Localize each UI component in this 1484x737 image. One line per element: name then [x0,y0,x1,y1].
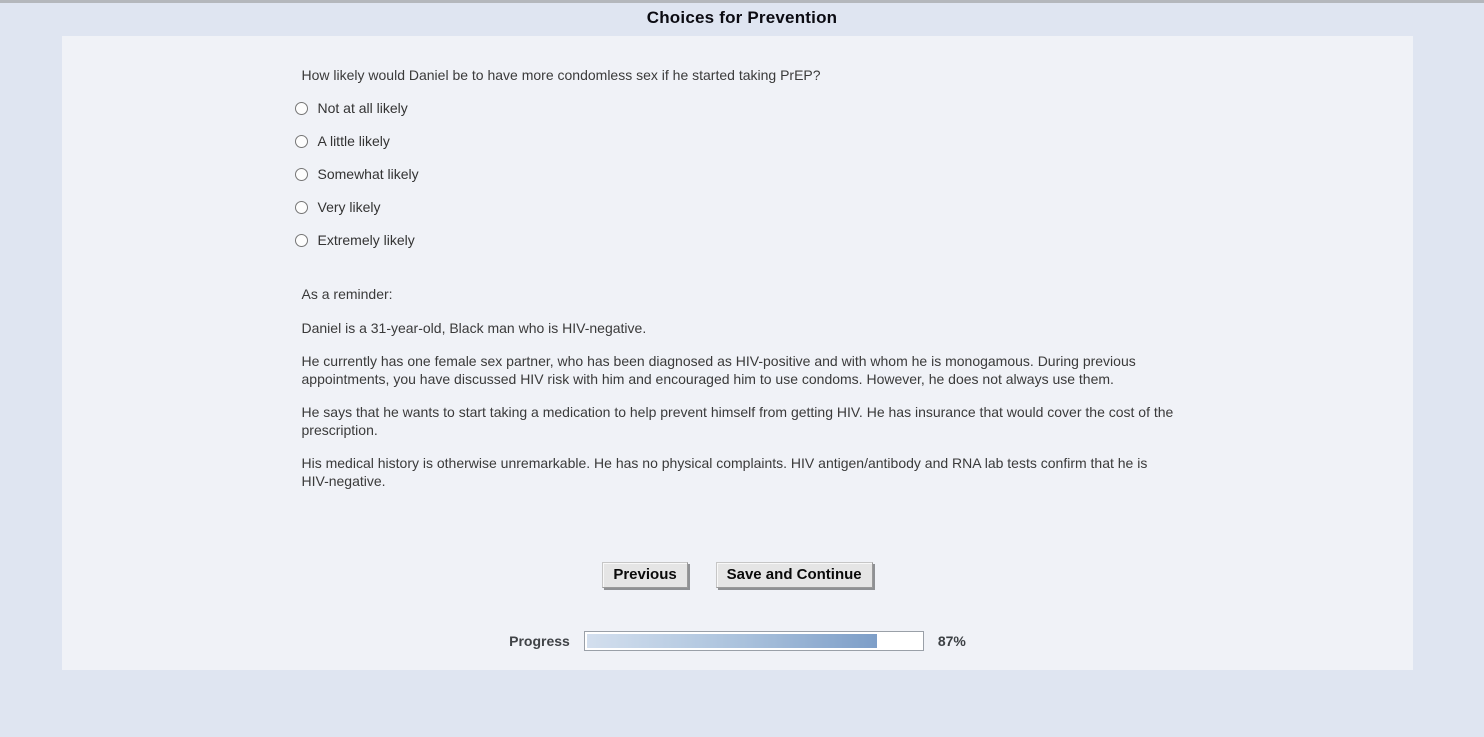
radio-option-label: Somewhat likely [317,166,419,182]
save-and-continue-button[interactable]: Save and Continue [715,562,873,588]
question-text: How likely would Daniel be to have more … [301,67,821,83]
progress-section: Progress 87% [302,631,1174,651]
progress-label: Progress [509,633,570,649]
progress-bar-fill [586,634,878,648]
radio-button-icon[interactable] [294,134,308,148]
page-title: Choices for Prevention [646,8,838,27]
radio-button-icon[interactable] [294,233,308,247]
radio-option-extremely-likely[interactable]: Extremely likely [294,232,1174,248]
survey-content: How likely would Daniel be to have more … [294,36,1174,651]
radio-option-very-likely[interactable]: Very likely [294,199,1174,215]
radio-option-label: A little likely [317,133,390,149]
form-actions: Previous Save and Continue [302,562,1174,588]
radio-button-icon[interactable] [294,101,308,115]
reminder-paragraph: He says that he wants to start taking a … [301,404,1174,438]
reminder-paragraph: He currently has one female sex partner,… [301,353,1136,387]
radio-option-label: Extremely likely [317,232,415,248]
radio-button-icon[interactable] [294,200,308,214]
reminder-paragraph: His medical history is otherwise unremar… [301,455,1148,489]
reminder-paragraph: Daniel is a 31-year-old, Black man who i… [301,319,647,336]
radio-option-not-at-all-likely[interactable]: Not at all likely [294,100,1174,116]
previous-button[interactable]: Previous [602,562,688,588]
radio-option-label: Very likely [317,199,381,215]
survey-panel: How likely would Daniel be to have more … [62,36,1413,670]
radio-option-label: Not at all likely [317,100,408,116]
progress-percent: 87% [937,633,966,649]
top-divider-bar [0,0,1484,3]
reminder-intro: As a reminder: [301,286,393,302]
radio-button-icon[interactable] [294,167,308,181]
progress-bar [583,631,924,651]
radio-option-a-little-likely[interactable]: A little likely [294,133,1174,149]
radio-option-somewhat-likely[interactable]: Somewhat likely [294,166,1174,182]
reminder-section: As a reminder: Daniel is a 31-year-old, … [302,286,1174,490]
